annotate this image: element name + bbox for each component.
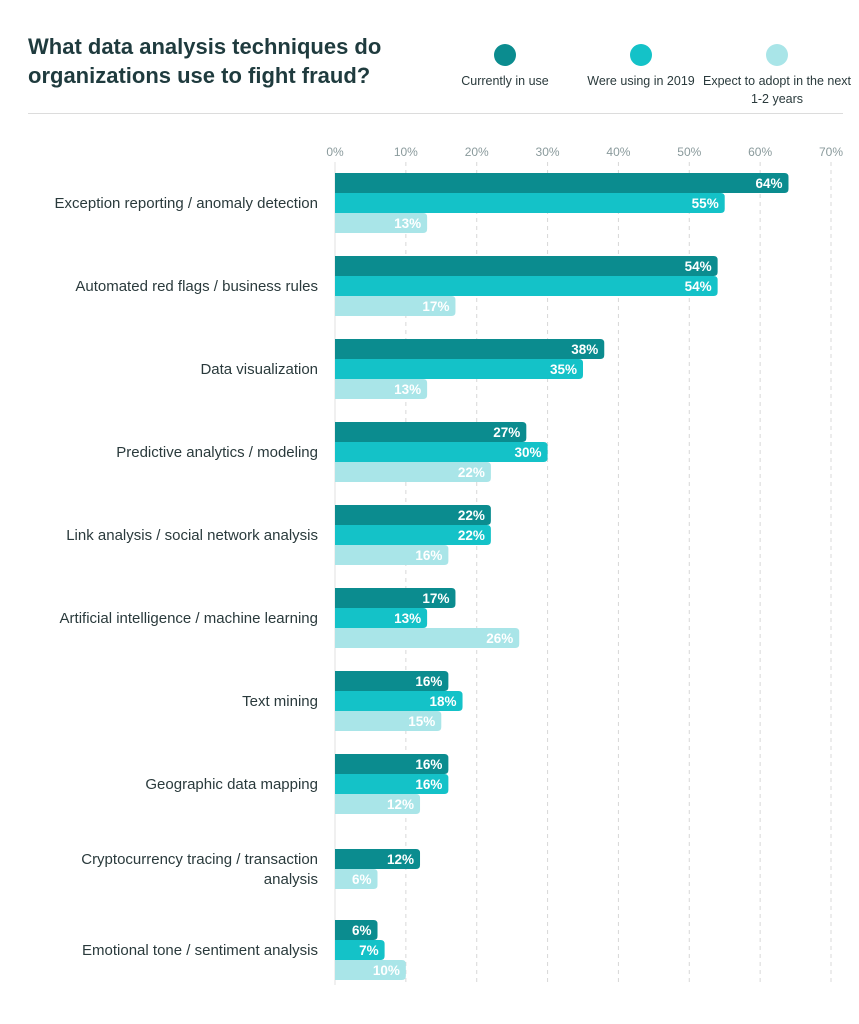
data-label: 7% (359, 943, 379, 958)
data-label: 54% (685, 279, 712, 294)
data-label: 30% (515, 445, 542, 460)
category-label: Text mining (242, 693, 318, 710)
legend-label: Were using in 2019 (587, 74, 695, 88)
bar (335, 960, 406, 980)
legend-item-expect: Expect to adopt in the next 1-2 years (702, 44, 852, 108)
bar (335, 359, 583, 379)
data-label: 13% (394, 216, 421, 231)
data-label: 22% (458, 508, 485, 523)
data-label: 22% (458, 528, 485, 543)
bar (335, 173, 789, 193)
data-label: 18% (430, 694, 457, 709)
x-tick-label: 10% (394, 145, 418, 159)
data-label: 17% (422, 299, 449, 314)
data-label: 13% (394, 611, 421, 626)
divider (28, 113, 843, 114)
x-tick-label: 0% (326, 145, 344, 159)
bar (335, 525, 491, 545)
bar (334, 276, 718, 296)
x-tick-label: 20% (465, 145, 489, 159)
x-tick-label: 40% (606, 145, 630, 159)
bar (335, 422, 527, 442)
data-label: 16% (415, 757, 442, 772)
category-label: Link analysis / social network analysis (66, 527, 318, 544)
data-label: 12% (387, 852, 414, 867)
bar (335, 849, 421, 869)
data-label: 17% (422, 591, 449, 606)
data-label: 22% (458, 465, 485, 480)
bar (335, 296, 456, 316)
data-label: 54% (685, 259, 712, 274)
bar (335, 940, 385, 960)
bar (335, 505, 491, 525)
data-label: 55% (692, 196, 719, 211)
x-tick-label: 30% (536, 145, 560, 159)
legend-label: Currently in use (461, 74, 549, 88)
bar (335, 691, 463, 711)
category-label: Geographic data mapping (145, 776, 318, 793)
bar (335, 339, 605, 359)
x-tick-label: 70% (819, 145, 843, 159)
data-label: 38% (571, 342, 598, 357)
bar (335, 671, 449, 691)
bar (335, 711, 442, 731)
data-label: 13% (394, 382, 421, 397)
data-label: 6% (352, 923, 372, 938)
bar (334, 256, 718, 276)
data-label: 26% (486, 631, 513, 646)
legend-swatch (630, 44, 652, 66)
chart-title: What data analysis techniques do organiz… (28, 34, 382, 88)
legend-item-2019: Were using in 2019 (566, 44, 716, 90)
data-label: 6% (352, 872, 372, 887)
bar (335, 442, 548, 462)
data-label: 35% (550, 362, 577, 377)
legend-label: Expect to adopt in the next 1-2 years (702, 74, 852, 106)
category-label: Cryptocurrency tracing / transaction (81, 851, 318, 868)
bar (335, 920, 378, 940)
x-tick-label: 50% (677, 145, 701, 159)
bar (335, 794, 421, 814)
bar (335, 608, 428, 628)
bar (335, 379, 428, 399)
category-label: Artificial intelligence / machine learni… (60, 610, 318, 627)
bar (335, 628, 520, 648)
legend-swatch (494, 44, 516, 66)
data-label: 64% (755, 176, 782, 191)
category-label: analysis (264, 871, 318, 888)
data-label: 16% (415, 548, 442, 563)
category-label: Emotional tone / sentiment analysis (82, 942, 318, 959)
bar (335, 869, 378, 889)
category-label: Data visualization (200, 361, 318, 378)
data-label: 16% (415, 674, 442, 689)
category-label: Exception reporting / anomaly detection (55, 195, 319, 212)
bar (335, 588, 456, 608)
bar (335, 462, 491, 482)
data-label: 27% (493, 425, 520, 440)
data-label: 16% (415, 777, 442, 792)
bar (335, 545, 449, 565)
legend-swatch (766, 44, 788, 66)
category-label: Predictive analytics / modeling (116, 444, 318, 461)
bar (335, 754, 449, 774)
bar (335, 193, 725, 213)
bar (335, 213, 428, 233)
data-label: 15% (408, 714, 435, 729)
bar (335, 774, 449, 794)
x-tick-label: 60% (748, 145, 772, 159)
data-label: 10% (373, 963, 400, 978)
category-label: Automated red flags / business rules (75, 278, 318, 295)
legend-item-current: Currently in use (430, 44, 580, 90)
data-label: 12% (387, 797, 414, 812)
